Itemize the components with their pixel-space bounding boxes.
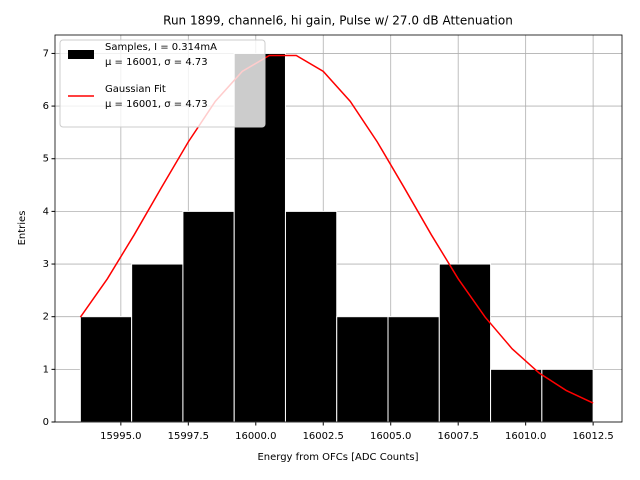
bar: [336, 316, 389, 423]
y-tick-label: 4: [43, 206, 49, 217]
bar: [541, 368, 594, 423]
bar: [182, 210, 235, 423]
x-tick-label: 15997.5: [168, 431, 209, 442]
bar: [387, 316, 440, 423]
x-tick-label: 16012.5: [572, 431, 613, 442]
x-tick-label: 16010.0: [505, 431, 546, 442]
legend-label: Samples, I = 0.314mA μ = 16001, σ = 4.73: [105, 42, 217, 68]
bar: [438, 263, 492, 423]
x-tick-label: 16007.5: [438, 431, 479, 442]
plot-frame: [54, 34, 623, 423]
x-tick-label: 16000.0: [235, 431, 276, 442]
x-tick-label: 16002.5: [303, 431, 344, 442]
chart-title: Run 1899, channel6, hi gain, Pulse w/ 27…: [163, 14, 513, 28]
y-tick-label: 5: [43, 154, 49, 165]
legend-label: Gaussian Fit μ = 16001, σ = 4.73: [105, 84, 208, 110]
legend-box: [59, 39, 266, 128]
x-tick-label: 16005.0: [370, 431, 411, 442]
x-axis-label: Energy from OFCs [ADC Counts]: [257, 452, 418, 463]
fit-line: [79, 54, 594, 404]
y-tick-label: 7: [43, 48, 49, 59]
bar: [284, 210, 338, 423]
y-tick-label: 1: [43, 364, 49, 375]
legend-swatch: [68, 50, 94, 59]
y-tick-label: 0: [43, 417, 49, 428]
bar: [131, 263, 184, 423]
x-tick-label: 15995.0: [100, 431, 141, 442]
y-tick-label: 6: [43, 101, 49, 112]
bar: [79, 316, 133, 423]
y-axis-label: Entries: [17, 211, 28, 246]
y-tick-label: 3: [43, 259, 49, 270]
bar: [490, 368, 543, 423]
y-tick-label: 2: [43, 312, 49, 323]
